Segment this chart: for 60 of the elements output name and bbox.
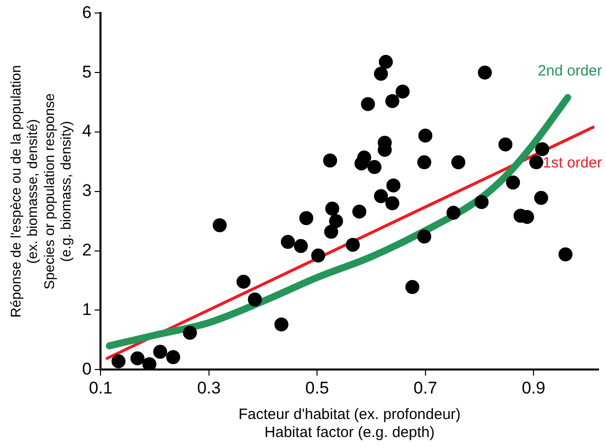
point	[474, 195, 489, 210]
y-tick-label: 0	[82, 359, 92, 378]
point	[535, 142, 550, 156]
y-axis-title: Réponse de l'espèce ou de la population (ex. biomasse, densité) Species or population response (e.g. biomass, density)	[7, 65, 74, 318]
x-tick-label: 0.5	[305, 378, 329, 398]
y-tick-label: 3	[82, 181, 92, 200]
point	[498, 137, 512, 152]
point	[360, 97, 375, 112]
point	[418, 128, 432, 143]
point	[274, 317, 288, 332]
point	[311, 248, 326, 263]
point	[212, 218, 227, 232]
point	[325, 202, 340, 216]
point	[558, 247, 572, 262]
point	[405, 280, 420, 294]
point	[294, 239, 308, 254]
x-tick-label: 0.9	[522, 378, 546, 398]
point	[374, 189, 388, 204]
point	[166, 350, 180, 364]
point	[385, 94, 400, 108]
x-tick-label: 0.3	[197, 378, 221, 398]
point	[112, 354, 126, 368]
point	[280, 234, 295, 249]
point	[142, 357, 156, 370]
point	[506, 175, 520, 190]
series-label: 2nd order	[538, 62, 602, 80]
point	[346, 238, 360, 252]
point	[451, 155, 466, 170]
point	[386, 178, 400, 192]
point	[396, 84, 410, 99]
point	[182, 326, 197, 340]
y-tick-label: 4	[82, 122, 92, 141]
point	[153, 344, 168, 359]
point	[236, 274, 251, 289]
y-tick-label: 5	[82, 62, 92, 82]
point	[417, 230, 432, 244]
point	[130, 351, 144, 366]
point	[446, 206, 460, 220]
point	[329, 214, 344, 228]
x-axis-title: Facteur d'habitat (ex. profondeur) Habitat factor (e.g. depth)	[238, 406, 461, 442]
point	[248, 292, 262, 307]
point	[478, 66, 492, 80]
series-label: 1st order	[542, 154, 602, 172]
y-tick-label: 1	[82, 300, 92, 319]
point	[378, 54, 393, 69]
x-tick-label: 0.1	[88, 378, 112, 398]
y-tick-label: 6	[82, 2, 92, 22]
point	[529, 155, 544, 170]
y-tick-label: 2	[82, 240, 92, 260]
point	[385, 196, 400, 210]
point	[417, 155, 432, 170]
point	[324, 224, 338, 239]
point	[323, 154, 338, 168]
point	[534, 190, 548, 205]
point	[374, 66, 388, 81]
point	[299, 211, 314, 226]
x-tick-label: 0.7	[414, 378, 438, 398]
point	[352, 204, 366, 219]
point	[354, 156, 368, 170]
point	[367, 160, 382, 174]
